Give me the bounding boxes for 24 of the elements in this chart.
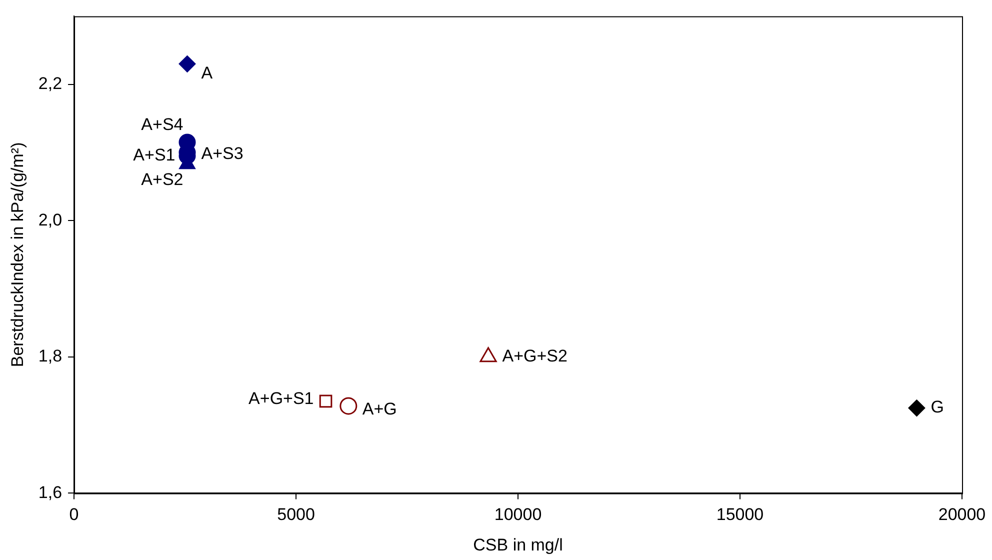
x-tick-label: 5000 bbox=[277, 505, 315, 524]
series-label: A bbox=[201, 64, 214, 83]
x-tick-label: 20000 bbox=[938, 505, 986, 524]
series-label: A+G+S1 bbox=[248, 388, 314, 408]
point bbox=[908, 400, 926, 417]
series-label: G bbox=[930, 398, 944, 417]
series-label: A+S4 bbox=[141, 114, 184, 134]
series-label: A+G+S2 bbox=[502, 346, 568, 366]
x-axis-title: CSB in mg/l bbox=[473, 535, 563, 554]
point bbox=[319, 394, 332, 408]
series-label: A+G bbox=[362, 400, 397, 419]
y-tick-label: 2,2 bbox=[38, 74, 62, 94]
y-tick-label: 1,8 bbox=[38, 346, 62, 366]
series-label: A+S1 bbox=[133, 146, 176, 165]
series-label: A+S2 bbox=[141, 170, 184, 189]
x-tick-label: 0 bbox=[69, 505, 79, 524]
y-axis-title: BerstdruckIndex in kPa/(g/m²) bbox=[8, 142, 27, 368]
x-tick-label: 15000 bbox=[716, 505, 764, 524]
point bbox=[178, 55, 196, 72]
point bbox=[340, 397, 358, 415]
y-tick-label: 1,6 bbox=[38, 482, 62, 502]
y-tick-label: 2,0 bbox=[38, 210, 62, 230]
series-label: A+S3 bbox=[201, 144, 244, 164]
x-tick-label: 10000 bbox=[494, 505, 542, 524]
